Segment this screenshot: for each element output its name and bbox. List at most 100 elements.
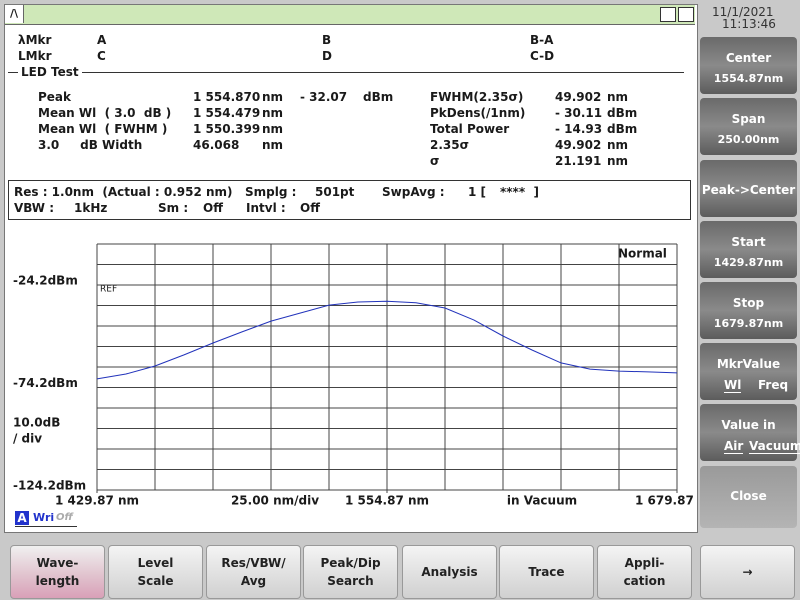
date: 11/1/2021 xyxy=(712,5,774,19)
menu-button[interactable]: → xyxy=(700,545,795,599)
spectrum-chart: Normal REF 10.0dB / div 25.00 nm/div in … xyxy=(13,243,695,508)
result-field: σ xyxy=(430,154,440,168)
button-label: Analysis xyxy=(421,565,478,579)
result-field: nm xyxy=(607,138,629,152)
marker-label: λMkr xyxy=(18,33,52,47)
side-button[interactable]: MkrValue Wl Freq xyxy=(700,343,797,400)
result-field: 1 550.399 xyxy=(193,122,261,136)
section-title: LED Test xyxy=(18,65,82,79)
setting: Intvl : xyxy=(246,201,286,215)
setting: Res : 1.0nm (Actual : 0.952 nm) xyxy=(14,185,233,199)
button-label: Avg xyxy=(240,574,267,588)
setting: Smplg : xyxy=(245,185,297,199)
menu-button[interactable]: Analysis xyxy=(402,545,497,599)
setting: 1kHz xyxy=(74,201,108,215)
scale-label: / div xyxy=(13,432,42,446)
side-button[interactable]: Value in Air Vacuum xyxy=(700,404,800,461)
result-field: 21.191 xyxy=(555,154,602,168)
setting: 501pt xyxy=(315,185,355,199)
menu-button[interactable]: Res/VBW/Avg xyxy=(206,545,301,599)
side-button[interactable]: Span 250.00nm xyxy=(700,98,797,155)
setting: SwpAvg : xyxy=(382,185,445,199)
result-field: 49.902 xyxy=(555,90,602,104)
button-label: Level xyxy=(137,556,174,570)
maximize-button[interactable] xyxy=(678,7,694,22)
button-label: Res/VBW/ xyxy=(221,556,286,570)
result-field: dBm xyxy=(363,90,394,104)
x-division: 25.00 nm/div xyxy=(231,494,319,508)
result-field: - 30.11 xyxy=(555,106,603,120)
result-field: FWHM(2.35σ) xyxy=(430,90,524,104)
button-label: cation xyxy=(623,574,666,588)
side-button[interactable]: Stop 1679.87nm xyxy=(700,282,797,339)
result-field: nm xyxy=(607,90,629,104)
marker-label: B xyxy=(322,33,332,47)
menu-button[interactable]: Trace xyxy=(499,545,594,599)
button-label: Close xyxy=(730,489,767,503)
button-value: 250.00nm xyxy=(717,133,780,146)
result-field: 1 554.479 xyxy=(193,106,261,120)
result-field: 3.0 dB Width xyxy=(38,138,143,152)
setting: **** ] xyxy=(500,185,539,199)
side-button[interactable]: Center 1554.87nm xyxy=(700,37,797,94)
result-field: Peak xyxy=(38,90,72,104)
menu-button[interactable]: Appli-cation xyxy=(597,545,692,599)
setting: Off xyxy=(203,201,223,215)
result-field: - 32.07 xyxy=(300,90,348,104)
side-button[interactable]: Start 1429.87nm xyxy=(700,221,797,278)
result-field: 49.902 xyxy=(555,138,602,152)
menu-button[interactable]: Level Scale xyxy=(108,545,203,599)
option: Freq xyxy=(758,378,789,392)
time: 11:13:46 xyxy=(722,17,776,31)
main-window xyxy=(4,4,698,533)
marker-label: LMkr xyxy=(18,49,52,63)
marker-label: B-A xyxy=(530,33,554,47)
button-label: → xyxy=(742,565,753,579)
result-field: nm xyxy=(262,90,284,104)
ref-label: REF xyxy=(100,285,117,295)
menu-button[interactable]: Peak/Dip Search xyxy=(303,545,398,599)
result-field: Mean Wl ( FWHM ) xyxy=(38,122,168,136)
button-label: Scale xyxy=(137,574,174,588)
button-label: Appli- xyxy=(624,556,665,570)
result-field: 2.35σ xyxy=(430,138,469,152)
setting: VBW : xyxy=(14,201,54,215)
marker-label: D xyxy=(322,49,332,63)
button-label: length xyxy=(35,574,80,588)
setting: Sm : xyxy=(158,201,189,215)
menu-button[interactable]: Wave-length xyxy=(10,545,105,599)
title-bar: /\ xyxy=(5,5,695,25)
button-label: Value in xyxy=(721,418,776,432)
button-label: Search xyxy=(327,574,374,588)
medium: in Vacuum xyxy=(507,494,577,508)
trace-state: Off xyxy=(56,512,73,523)
button-label: Peak/Dip xyxy=(320,556,381,570)
trace-mode: Wri xyxy=(33,511,55,524)
logo: /\ xyxy=(5,5,24,23)
side-button[interactable]: Close xyxy=(700,466,797,528)
result-field: - 14.93 xyxy=(555,122,603,136)
minimize-button[interactable] xyxy=(660,7,676,22)
x-tick-label: 1 554.87 nm xyxy=(345,494,429,508)
result-field: 46.068 xyxy=(193,138,240,152)
button-label: Peak->Center xyxy=(701,183,796,197)
option: Air xyxy=(724,439,744,454)
result-field: Total Power xyxy=(430,122,510,136)
settings-box xyxy=(8,180,691,220)
button-label: Span xyxy=(731,112,766,126)
scale-label: 10.0dB xyxy=(13,416,60,430)
separator xyxy=(8,72,684,73)
side-button[interactable]: Peak->Center xyxy=(700,160,797,217)
result-field: nm xyxy=(262,138,284,152)
result-field: 1 554.870 xyxy=(193,90,261,104)
x-tick-label: 1 679.87 nm xyxy=(635,494,695,508)
y-tick-label: -124.2dBm xyxy=(13,479,86,493)
y-tick-label: -74.2dBm xyxy=(13,376,78,390)
button-value: 1429.87nm xyxy=(713,256,784,269)
display-mode: Normal xyxy=(618,247,667,261)
status-underline xyxy=(15,526,77,527)
option: Wl xyxy=(724,378,742,393)
result-field: Mean Wl ( 3.0 dB ) xyxy=(38,106,172,120)
x-tick-label: 1 429.87 nm xyxy=(55,494,139,508)
